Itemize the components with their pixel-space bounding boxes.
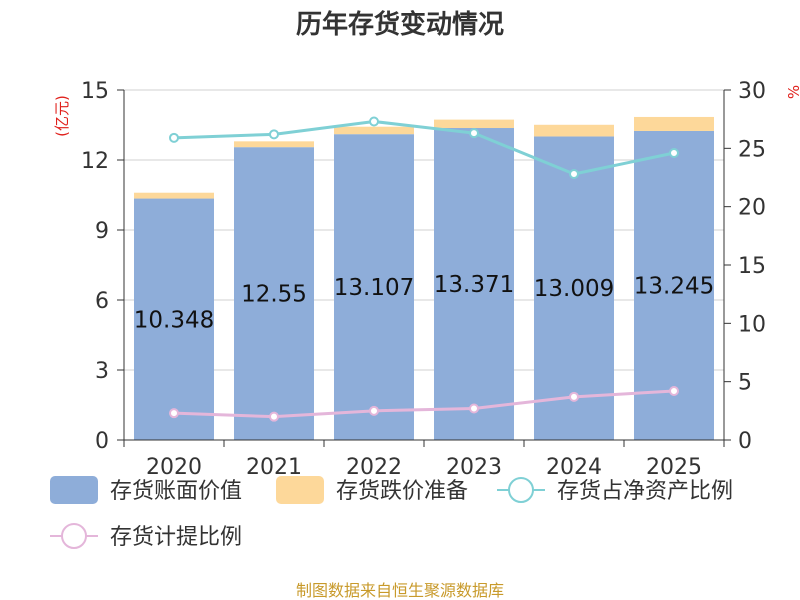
y-left-tick-label: 12	[81, 149, 109, 174]
legend-label: 存货账面价值	[110, 479, 242, 504]
bar-impairment-provision	[634, 116, 714, 131]
lines	[169, 116, 679, 422]
y-left-tick-label: 9	[95, 219, 109, 244]
bar-impairment-provision	[134, 192, 214, 199]
series-point	[669, 386, 679, 396]
bar-data-label: 13.107	[334, 275, 414, 301]
legend-label: 存货跌价准备	[336, 479, 468, 504]
y-left-unit: (亿元)	[53, 95, 71, 137]
y-right-tick-label: 25	[738, 137, 766, 162]
series-point	[169, 408, 179, 419]
series-point	[469, 403, 479, 414]
legend-label: 存货计提比例	[110, 525, 242, 550]
series-point	[669, 148, 679, 158]
bar-data-label: 13.245	[634, 273, 714, 299]
x-tick-label: 2024	[546, 455, 602, 480]
series-line-3	[173, 389, 675, 419]
y-right-tick-label: 10	[738, 312, 766, 337]
series-point	[369, 405, 379, 416]
chart-title: 历年存货变动情况	[296, 9, 504, 40]
legend-marker	[61, 523, 87, 549]
source-note: 制图数据来自恒生聚源数据库	[296, 581, 504, 600]
legend-label: 存货占净资产比例	[557, 479, 733, 504]
y-left-tick-label: 3	[95, 359, 109, 384]
y-right-unit: %	[785, 85, 800, 99]
y-left-tick-label: 0	[95, 429, 109, 454]
y-right-tick-label: 5	[738, 371, 752, 396]
y-left-tick-label: 15	[81, 79, 109, 104]
bar-book-value	[434, 128, 514, 440]
y-right-tick-label: 0	[738, 429, 752, 454]
x-tick-label: 2020	[146, 455, 202, 480]
bar-book-value	[534, 136, 614, 440]
legend-swatch	[276, 476, 324, 504]
series-point	[369, 116, 379, 127]
bar-data-label: 12.55	[241, 282, 307, 308]
bar-impairment-provision	[534, 124, 614, 137]
bar-impairment-provision	[434, 119, 514, 129]
x-tick-label: 2022	[346, 455, 402, 480]
y-left-tick-label: 6	[95, 289, 109, 314]
bar-impairment-provision	[334, 126, 414, 135]
series-point	[569, 169, 579, 179]
legend-swatch	[50, 476, 98, 504]
series-point	[169, 132, 179, 143]
bar-book-value	[134, 198, 214, 440]
bar-book-value	[234, 147, 314, 440]
series-point	[269, 411, 279, 422]
legend-marker	[508, 477, 534, 503]
series-line-2	[173, 120, 675, 176]
bar-data-label: 10.348	[134, 307, 214, 333]
x-tick-label: 2021	[246, 455, 302, 480]
series-point	[269, 129, 279, 140]
x-tick-label: 2023	[446, 455, 502, 480]
bar-data-label: 13.009	[534, 276, 614, 302]
series-point	[469, 128, 479, 139]
y-right-tick-label: 15	[738, 254, 766, 279]
y-right-tick-label: 30	[738, 79, 766, 104]
bar-data-label: 13.371	[434, 272, 514, 298]
y-right-tick-label: 20	[738, 196, 766, 221]
bar-impairment-provision	[234, 141, 314, 148]
x-tick-label: 2025	[646, 455, 702, 480]
bars: 10.348 12.55 13.107 13.371 13.009 13.245	[134, 116, 714, 441]
bar-book-value	[334, 134, 414, 441]
series-point	[569, 391, 579, 402]
